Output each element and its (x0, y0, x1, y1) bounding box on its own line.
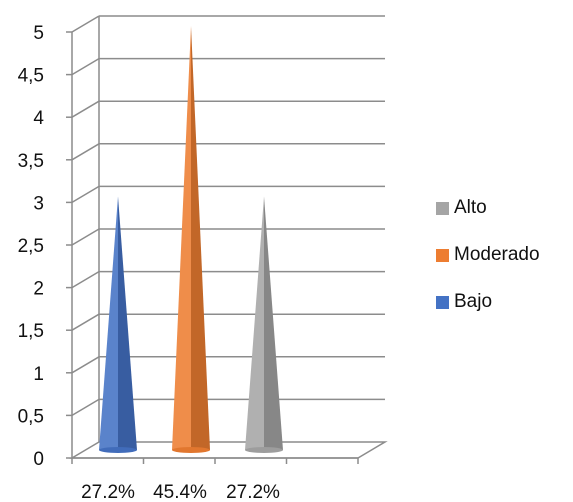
gridline-side (71, 313, 100, 331)
y-tick-label: 0,5 (18, 406, 44, 427)
bar-base (99, 447, 137, 453)
legend-item-bajo: Bajo (436, 290, 568, 314)
legend-swatch (436, 248, 449, 262)
bar-face-left (99, 196, 118, 452)
bar-bajo (99, 196, 137, 453)
legend-label: Bajo (454, 291, 493, 312)
bar-face-right (264, 196, 283, 452)
x-axis-tick-labels: 27.2% 45.4% 27.2% (81, 482, 280, 502)
legend-label: Alto (454, 197, 487, 218)
gridline-side (71, 100, 100, 118)
chart-axes (66, 16, 359, 464)
x-tick-label: 27.2% (226, 482, 280, 502)
gridline-side (71, 398, 100, 417)
legend-item-alto: Alto (436, 196, 568, 220)
gridline-side (71, 57, 100, 76)
y-axis-tick-labels: 0 0,5 1 1,5 2 2,5 3 3,5 4 4,5 5 (18, 23, 45, 470)
bar-base (172, 447, 210, 453)
gridline-side (71, 143, 100, 161)
legend-label: Moderado (454, 244, 540, 265)
bar-face-right (118, 196, 137, 452)
y-tick-label: 2,5 (18, 236, 44, 257)
bar-face-right (191, 26, 210, 452)
legend-swatch (436, 201, 449, 215)
chart-legend: Alto Moderado Bajo (436, 196, 568, 337)
gridline-side (71, 270, 100, 289)
bar-moderado (172, 26, 210, 453)
gridline-side (71, 228, 100, 246)
x-tick-label: 27.2% (81, 482, 135, 502)
y-tick-label: 1 (33, 364, 44, 385)
bar-face-left (245, 196, 264, 452)
y-tick-label: 1,5 (18, 321, 44, 342)
y-tick-label: 4,5 (18, 66, 44, 87)
legend-swatch (436, 295, 449, 309)
bar-face-left (172, 26, 191, 452)
gridline-side (71, 15, 100, 33)
bar-base (245, 447, 283, 453)
chart-bars (99, 26, 283, 453)
y-tick-label: 2 (33, 279, 44, 300)
bar-alto (245, 196, 283, 453)
y-tick-label: 4 (33, 108, 44, 129)
chart-gridlines (71, 15, 385, 417)
gridline-side (71, 185, 100, 204)
y-tick-label: 0 (33, 449, 44, 470)
gridline-side (71, 356, 100, 374)
y-tick-label: 5 (33, 23, 44, 44)
x-tick-label: 45.4% (153, 482, 207, 502)
y-tick-label: 3 (33, 193, 44, 214)
y-tick-label: 3,5 (18, 151, 44, 172)
legend-item-moderado: Moderado (436, 243, 568, 267)
